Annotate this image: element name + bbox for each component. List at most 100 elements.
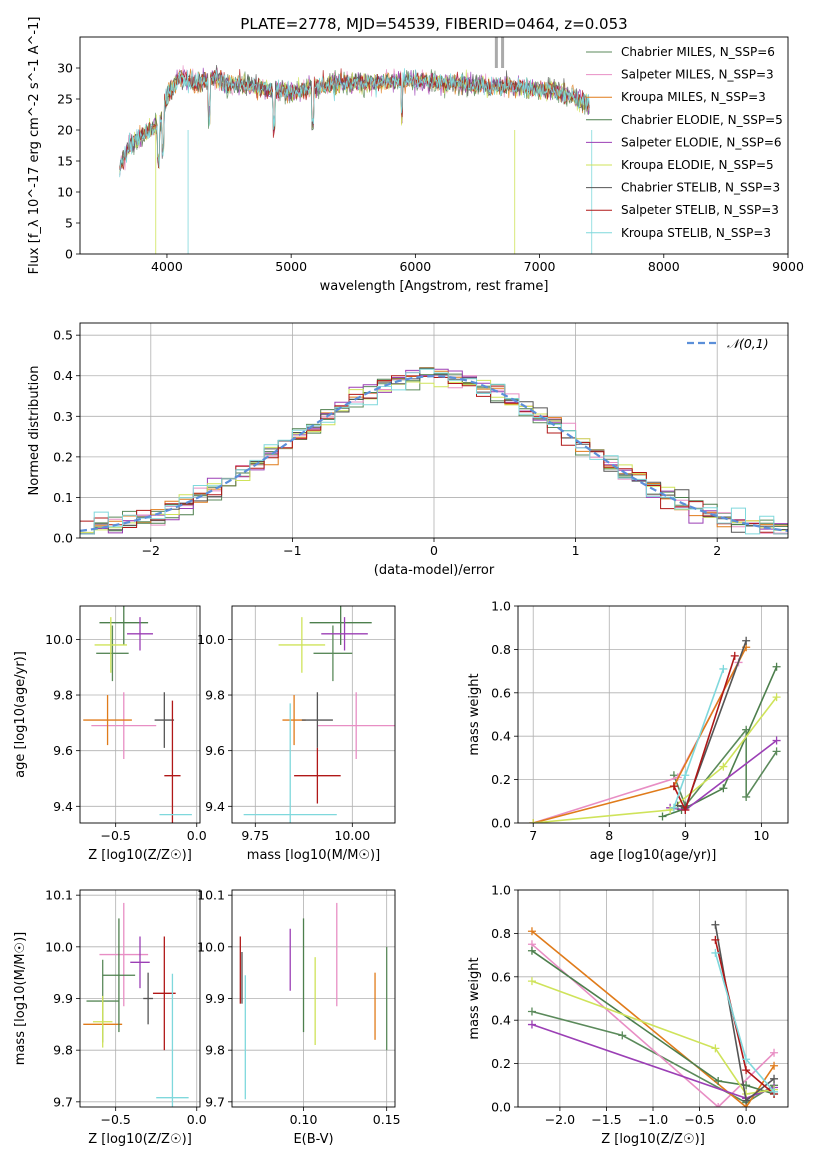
x-tick-label: −0.5 <box>684 1112 714 1127</box>
mass-weight-marker <box>772 693 781 702</box>
mass-weight-vs-metallicity-panel: −2.0 −1.5 −1.0 −0.5 0.0 0.0 0.2 0.4 0.6 0.8 1.0 Z [… <box>467 883 789 1147</box>
y-tick-label: 0.8 <box>491 926 511 941</box>
plot-area <box>239 902 388 1100</box>
y-axis-label: mass weight <box>467 957 482 1039</box>
mass-weight-marker <box>742 792 751 801</box>
mass-weight-marker <box>742 1096 751 1105</box>
y-tick-label: 25 <box>57 92 73 107</box>
mass-vs-reddening-panel: 0.10 0.15 9.7 9.8 9.9 10.0 10.1 E(B-V) <box>197 888 400 1147</box>
y-tick-label: 5 <box>65 216 73 231</box>
y-tick-label: 0.6 <box>491 969 511 984</box>
x-tick-label: 8 <box>605 828 613 843</box>
x-axis-label: age [log10(age/yr)] <box>590 848 717 863</box>
x-tick-label: 4000 <box>151 259 183 274</box>
x-tick-label: −1.0 <box>638 1112 668 1127</box>
spectrum-legend: Chabrier MILES, N_SSP=6 Salpeter MILES, N… <box>586 45 783 240</box>
mass-weight-marker <box>714 1076 723 1085</box>
mass-weight-line <box>531 930 775 1107</box>
spectrum-line <box>119 68 590 170</box>
mass-weight-marker <box>719 784 728 793</box>
mass-weight-marker <box>770 1074 779 1083</box>
y-tick-label: 9.8 <box>205 688 225 703</box>
histogram-series <box>80 368 788 535</box>
mass-weight-marker <box>711 948 720 957</box>
y-tick-label: 9.7 <box>205 1094 225 1109</box>
residuals-histogram-panel: −2 −1 0 1 2 0.0 0.1 0.2 0.3 0.4 0.5 (data-model)/er… <box>27 322 789 578</box>
mass-weight-marker <box>681 805 690 814</box>
plot-area <box>83 606 192 823</box>
y-tick-label: 0.1 <box>53 490 73 505</box>
x-tick-label: −0.5 <box>100 1112 130 1127</box>
mass-weight-line <box>662 666 778 818</box>
spectrum-line <box>119 68 590 171</box>
plot-frame <box>517 605 789 824</box>
y-tick-label: 15 <box>57 154 73 169</box>
x-tick-label: 9.75 <box>241 828 269 843</box>
y-tick-label: 9.6 <box>53 743 73 758</box>
x-tick-label: −0.5 <box>100 828 130 843</box>
mass-weight-marker <box>711 935 720 944</box>
x-axis-label: (data-model)/error <box>374 563 495 578</box>
mass-weight-marker <box>770 1048 779 1057</box>
y-axis-label: mass [log10(M/M☉)] <box>13 932 28 1065</box>
legend-entry: Salpeter STELIB, N_SSP=3 <box>621 203 779 217</box>
x-tick-label: 0.15 <box>373 1112 401 1127</box>
histogram-series <box>80 379 788 533</box>
mass-weight-line <box>531 980 775 1095</box>
plot-area <box>527 920 779 1107</box>
x-axis-label: Z [log10(Z/Z☉)] <box>88 848 192 863</box>
y-tick-label: 0.3 <box>53 409 73 424</box>
x-tick-label: 2 <box>713 543 721 558</box>
figure-title: PLATE=2778, MJD=54539, FIBERID=0464, z=0… <box>240 15 627 33</box>
mass-weight-marker <box>527 1020 536 1029</box>
y-tick-label: 0.4 <box>491 1013 511 1028</box>
mass-weight-marker <box>527 927 536 936</box>
mass-weight-marker <box>529 819 538 823</box>
x-tick-label: 10 <box>753 828 769 843</box>
mass-weight-marker <box>742 1066 751 1075</box>
mass-weight-line <box>714 939 775 1095</box>
x-tick-label: 0.10 <box>290 1112 318 1127</box>
mass-weight-marker <box>742 636 751 645</box>
y-tick-label: 30 <box>57 61 73 76</box>
mass-weight-line <box>673 655 736 813</box>
x-tick-label: 7000 <box>524 259 556 274</box>
y-tick-label: 20 <box>57 123 73 138</box>
x-tick-label: −2 <box>142 543 160 558</box>
y-tick-label: 10.1 <box>45 888 73 903</box>
x-tick-label: 0 <box>430 543 438 558</box>
plot-area <box>83 902 189 1107</box>
x-tick-label: 5000 <box>275 259 307 274</box>
plot-frame <box>79 36 789 255</box>
plot-frame <box>79 889 201 1108</box>
spectrum-panel: 4000 5000 6000 7000 8000 9000 0 5 10 15 20 25 30 wave… <box>27 17 804 294</box>
plot-frame <box>231 889 396 1108</box>
legend-entry: Salpeter ELODIE, N_SSP=6 <box>621 135 782 149</box>
x-tick-label: 8000 <box>648 259 680 274</box>
y-axis-label: age [log10(age/yr)] <box>13 651 28 778</box>
plot-area <box>119 37 593 254</box>
mass-weight-marker <box>681 771 690 780</box>
x-tick-label: 9 <box>681 828 689 843</box>
mass-weight-marker <box>770 1061 779 1070</box>
mass-weight-marker <box>770 1087 779 1096</box>
y-tick-label: 10.0 <box>45 939 73 954</box>
legend-entry: Kroupa ELODIE, N_SSP=5 <box>621 158 774 172</box>
y-tick-label: 9.4 <box>205 799 225 814</box>
masked-region <box>501 37 505 68</box>
y-tick-label: 9.7 <box>53 1094 73 1109</box>
plot-area <box>243 606 395 823</box>
x-axis-label: Z [log10(Z/Z☉)] <box>601 1132 705 1147</box>
mass-weight-marker <box>742 1055 751 1064</box>
plot-area <box>529 636 781 823</box>
y-tick-label: 10 <box>57 185 73 200</box>
y-tick-label: 10.0 <box>197 939 225 954</box>
mass-weight-marker <box>772 747 781 756</box>
mass-weight-marker <box>527 946 536 955</box>
mass-weight-line <box>532 646 747 823</box>
mass-weight-marker <box>669 803 678 812</box>
legend-entry: Kroupa MILES, N_SSP=3 <box>621 90 766 104</box>
plot-frame <box>79 605 201 824</box>
x-tick-label: 7 <box>529 828 537 843</box>
y-tick-label: 9.8 <box>53 688 73 703</box>
